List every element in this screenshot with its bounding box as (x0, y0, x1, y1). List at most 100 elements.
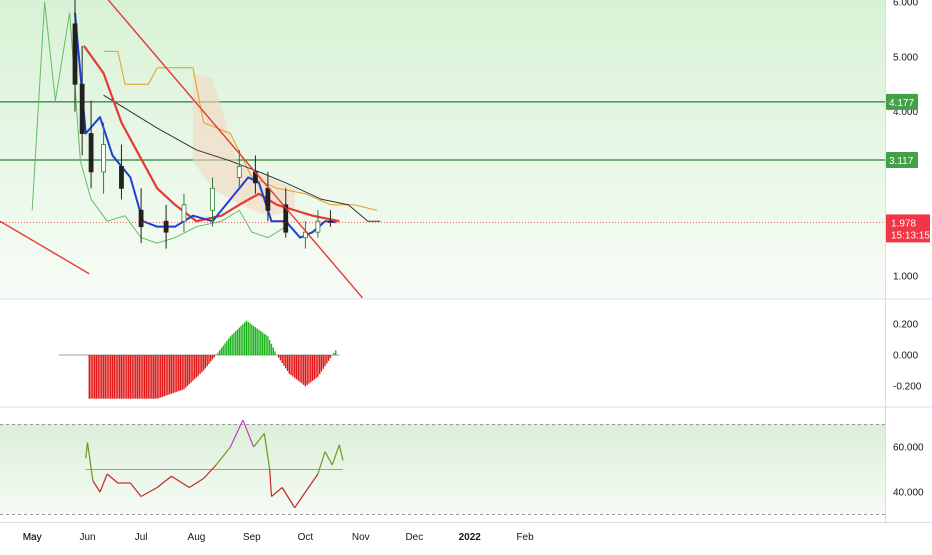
histogram-bar (306, 355, 308, 385)
histogram-bar (168, 355, 171, 395)
histogram-bar (92, 355, 94, 399)
histogram-bar (227, 338, 230, 355)
candle-body (283, 204, 289, 233)
histogram-bar (252, 325, 255, 355)
histogram-bar (170, 355, 173, 394)
price-axis-tick-label: 5.000 (893, 52, 918, 63)
histogram-bar (202, 355, 205, 371)
rsi-line-segment (324, 451, 333, 466)
histogram-bar (293, 355, 296, 378)
histogram-bar (158, 355, 160, 399)
rsi-line-segment (331, 444, 340, 466)
histogram-bar (102, 355, 105, 399)
histogram-bar (210, 355, 212, 362)
histogram-bar (276, 355, 278, 356)
level-label-badge (886, 93, 918, 110)
histogram-bar (110, 355, 112, 399)
histogram-bar (217, 352, 219, 355)
histogram-bar (236, 329, 239, 355)
histogram-bar (288, 355, 291, 374)
price-axis-tick-label: 4.000 (893, 107, 918, 118)
candle-body (303, 231, 308, 239)
histogram-bar (161, 355, 164, 397)
rsi-line-segment (92, 480, 101, 493)
rsi-line-segment (106, 473, 119, 484)
histogram-bar (195, 355, 198, 378)
histogram-bar (247, 321, 249, 355)
last-price-badge (886, 214, 930, 243)
histogram-bar (268, 340, 271, 355)
rsi-line-segment (203, 464, 217, 479)
rsi-line-segment (229, 419, 244, 448)
rsi-line-segment (99, 473, 108, 493)
histogram-bar (265, 334, 267, 355)
histogram-bar (186, 355, 189, 386)
time-axis-label: Feb (516, 532, 534, 543)
histogram-bar (165, 355, 167, 396)
histogram-bar (133, 355, 135, 399)
histogram-bar (226, 340, 228, 355)
candle-body (265, 187, 271, 211)
histogram-bar (179, 355, 182, 391)
price-axis-tick-label: 1.000 (893, 272, 918, 283)
rsi-line-segment (263, 433, 271, 470)
histogram-bar (242, 324, 244, 355)
histogram-bar (274, 351, 276, 355)
histogram-bar (118, 355, 121, 399)
time-axis-label: May (23, 532, 42, 543)
candle-body (315, 220, 321, 233)
time-axis-label: Sep (243, 532, 261, 543)
rsi-line-segment (253, 433, 265, 448)
histogram-bar (327, 355, 330, 361)
histogram-bar (201, 355, 203, 373)
histogram-bar (318, 355, 321, 375)
histogram-bar (260, 331, 262, 355)
histogram-bar (156, 355, 158, 399)
histogram-bar (326, 355, 328, 364)
histogram-bar (335, 350, 337, 355)
histogram-bar (97, 355, 99, 399)
candle-body (210, 187, 215, 211)
rsi-line-segment (242, 419, 255, 448)
rsi-line-segment (86, 442, 94, 481)
price-panel-background (0, 0, 885, 298)
histogram-bar (261, 332, 264, 355)
histogram-bar (152, 355, 155, 399)
histogram-bar (111, 355, 114, 399)
histogram-bar (299, 355, 301, 383)
oscillator-axis-tick-label: 0.200 (893, 319, 918, 330)
histogram-bar (329, 355, 332, 359)
histogram-bar (108, 355, 110, 399)
countdown-label: 15:13:15 (891, 230, 930, 241)
histogram-bar (115, 355, 117, 399)
histogram-bar (101, 355, 103, 399)
histogram-bar (129, 355, 132, 399)
histogram-bar (163, 355, 166, 397)
rsi-line-segment (304, 473, 319, 493)
histogram-bar (254, 327, 257, 355)
histogram-bar (136, 355, 139, 399)
candle-body (181, 204, 187, 222)
histogram-bar (93, 355, 96, 399)
histogram-bar (117, 355, 119, 399)
candle-body (163, 220, 169, 233)
histogram-bar (90, 355, 92, 399)
histogram-bar (181, 355, 183, 390)
rsi-axis-tick-label: 60.000 (893, 443, 924, 454)
candle-body (88, 133, 94, 173)
time-axis-label: Aug (188, 532, 206, 543)
histogram-bar (190, 355, 192, 383)
histogram-bar (229, 336, 232, 355)
histogram-bar (279, 355, 282, 361)
candle-body (101, 144, 106, 173)
histogram-bar (256, 328, 258, 355)
histogram-bar (267, 336, 269, 355)
histogram-bar (301, 355, 303, 384)
histogram-bar (218, 350, 221, 355)
histogram-bar (324, 355, 326, 367)
histogram-bar (204, 355, 207, 369)
level-label-badge (886, 151, 918, 168)
histogram-bar (138, 355, 141, 399)
histogram-bar (297, 355, 299, 381)
histogram-bar (131, 355, 133, 399)
